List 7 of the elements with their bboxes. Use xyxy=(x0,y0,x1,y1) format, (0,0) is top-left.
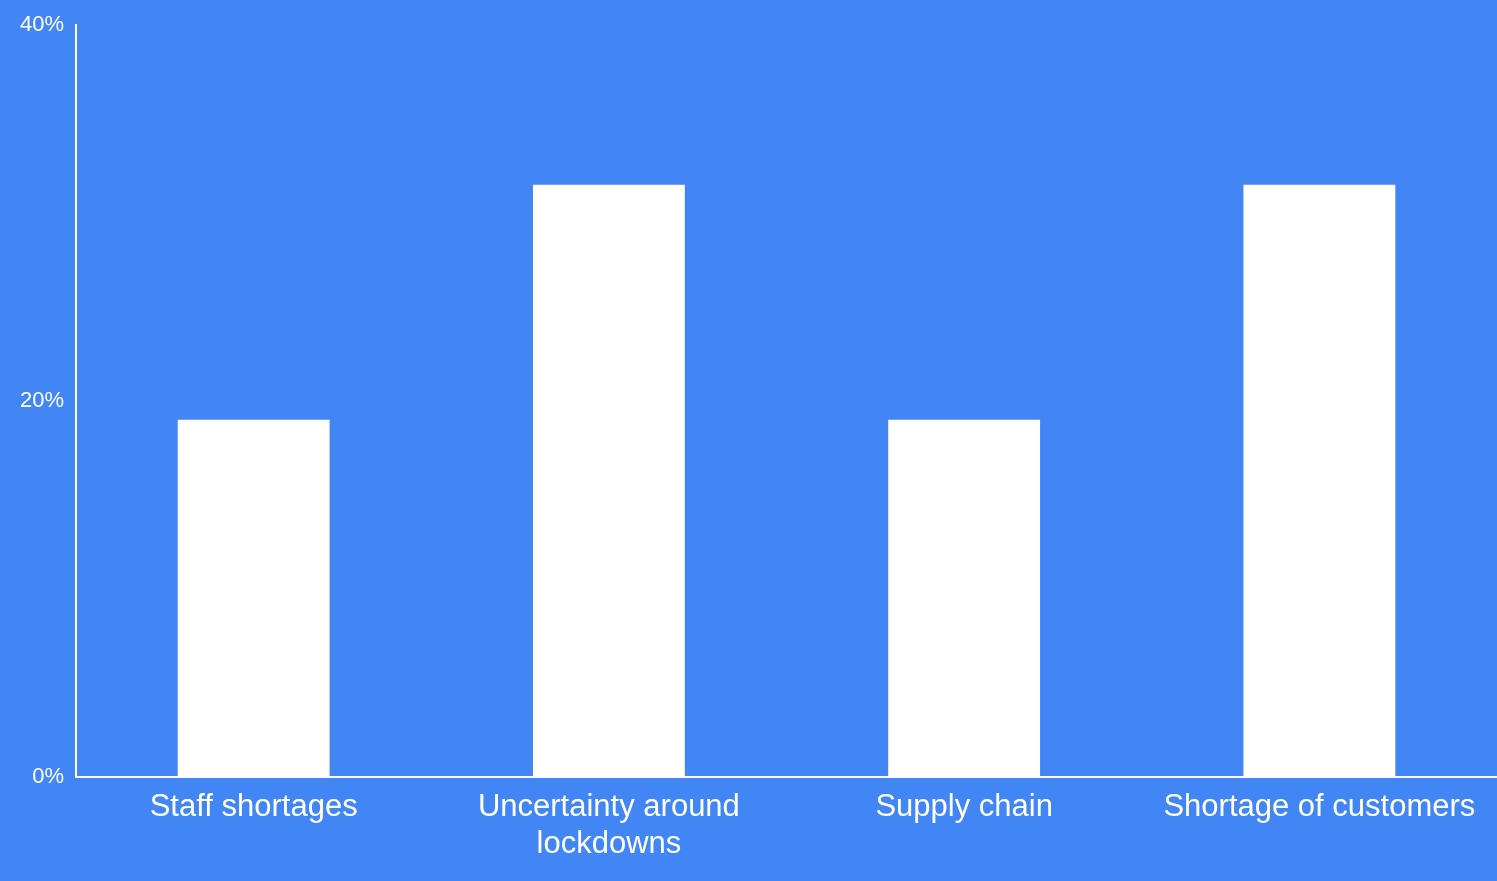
y-tick-label: 20% xyxy=(19,386,65,412)
x-tick-label: Supply chain xyxy=(875,787,1053,823)
x-tick-label: Uncertainty around lockdowns xyxy=(477,787,740,860)
y-tick-label: 40% xyxy=(19,11,65,37)
y-tick-label: 0% xyxy=(32,762,65,788)
x-tick-label: Shortage of customers xyxy=(1163,787,1476,823)
x-tick-label: Staff shortages xyxy=(149,787,358,823)
